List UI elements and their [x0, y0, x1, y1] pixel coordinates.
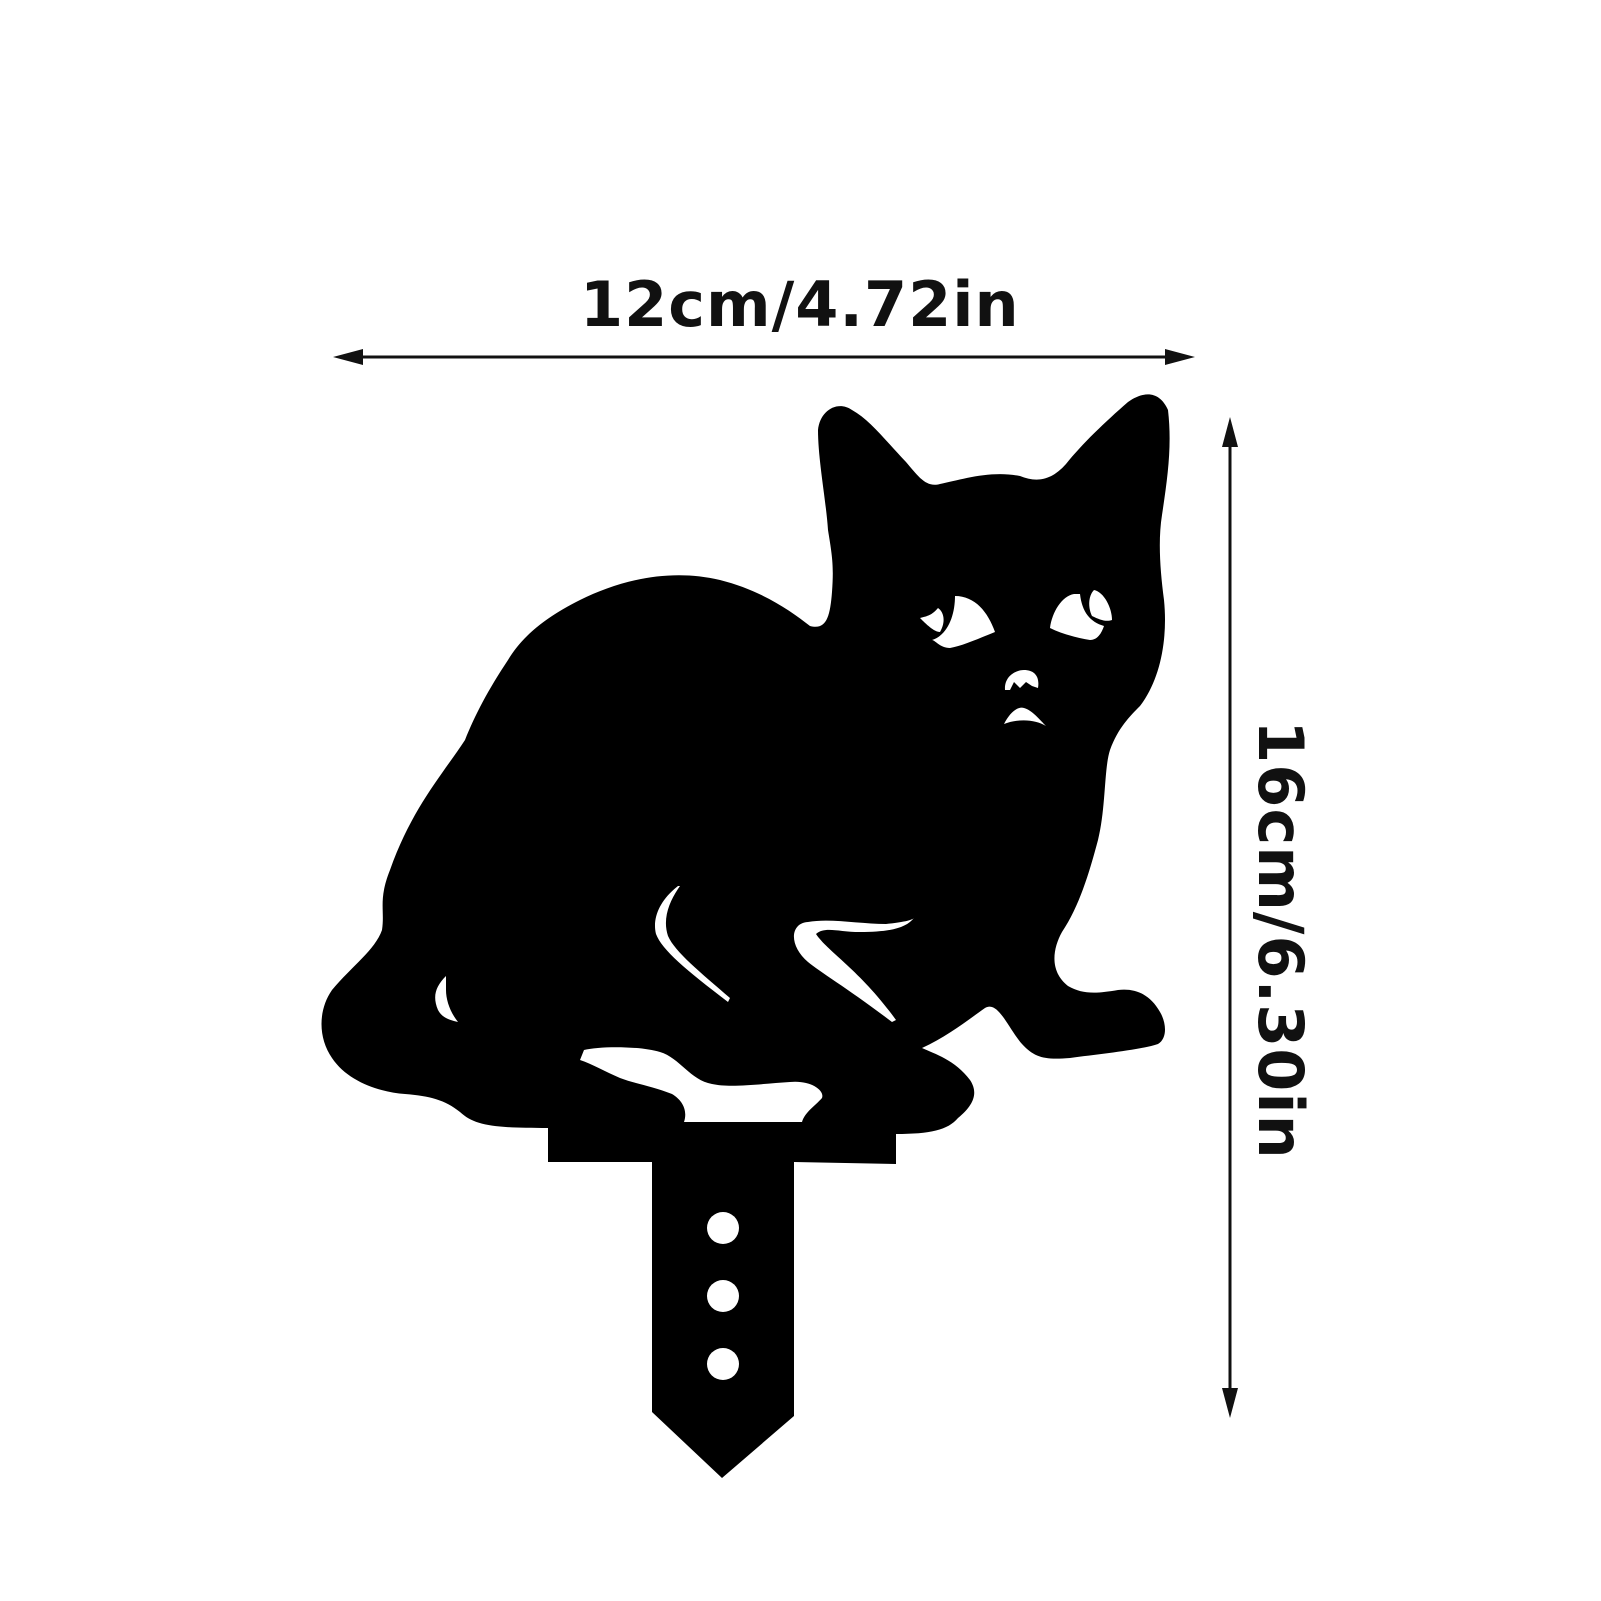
- nose-cutout: [1004, 670, 1039, 690]
- width-dimension-label: 12cm/4.72in: [580, 268, 1020, 341]
- right-eye-cutout: [1050, 594, 1104, 640]
- stake-hole-3: [707, 1348, 739, 1380]
- tail-line-cutout: [435, 976, 458, 1022]
- height-dimension-label: 16cm/6.30in: [1244, 720, 1317, 1160]
- width-dimension-arrow: [333, 349, 1195, 365]
- cat-cutouts: [435, 590, 1112, 1380]
- front-paw-cutout: [580, 1047, 823, 1122]
- left-eye-pupil-cutout: [920, 608, 944, 632]
- rear-paw-line-cutout: [793, 918, 914, 1022]
- cat-silhouette: [321, 394, 1170, 1479]
- front-leg-line-cutout: [654, 886, 730, 1002]
- left-eye-cutout: [932, 596, 995, 648]
- mouth-cutout: [1004, 707, 1046, 726]
- height-dimension-arrow: [1222, 417, 1238, 1418]
- right-eye-pupil-cutout: [1089, 590, 1112, 621]
- stake-hole-1: [707, 1212, 739, 1244]
- stake-hole-2: [707, 1280, 739, 1312]
